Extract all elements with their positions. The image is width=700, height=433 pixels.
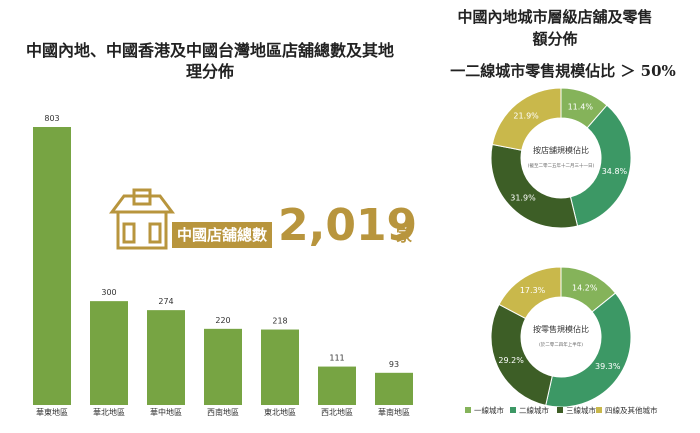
bar: [375, 372, 413, 405]
bar: [318, 366, 356, 405]
data-label: 29.2%: [498, 356, 524, 365]
legend-swatch: [596, 407, 602, 413]
header-title: 中國內地城市層級店舖及零售額分佈: [457, 8, 653, 48]
donut-segment: [491, 87, 562, 151]
legend-swatch: [510, 407, 516, 413]
data-label: 39.3%: [595, 362, 621, 371]
x-tick-label: 華東地區: [36, 407, 68, 417]
bar: [33, 127, 71, 405]
donut-center-note: (截至二零二五年十二月三十一日): [528, 162, 595, 169]
legend-label: 一線城市: [474, 405, 504, 415]
x-tick-label: 西南地區: [207, 407, 239, 417]
data-label: 11.4%: [568, 102, 594, 111]
legend-label: 四線及其他城市: [605, 405, 658, 415]
x-tick-label: 華中地區: [150, 407, 182, 417]
data-label: 21.9%: [513, 112, 539, 121]
data-label: 300: [101, 288, 116, 297]
x-tick-label: 東北地區: [264, 407, 296, 417]
donut-center-note: (於二零二四年上半年): [539, 341, 583, 348]
data-label: 274: [158, 297, 173, 306]
donut-segment: [545, 292, 632, 408]
total-label: 中國店舖總數: [172, 222, 272, 248]
legend-swatch: [557, 407, 563, 413]
bar-title: 中國內地、中國香港及中國台灣地區店舖總數及其地理分佈: [25, 41, 394, 81]
data-label: 17.3%: [520, 286, 546, 295]
donut-segment: [569, 104, 632, 227]
total-unit: 家: [396, 226, 413, 245]
bar: [204, 328, 242, 405]
donut-segment: [490, 143, 579, 229]
data-label: 31.9%: [510, 194, 536, 203]
bar: [261, 329, 299, 405]
header-subtitle: 一二線城市零售規模佔比 ＞ 50%: [450, 62, 676, 80]
legend-swatch: [465, 407, 471, 413]
legend-label: 二線城市: [519, 405, 549, 415]
x-tick-label: 華南地區: [378, 407, 410, 417]
donut-center-title: 按零售規模佔比: [533, 324, 589, 334]
data-label: 220: [215, 316, 230, 325]
donut-segment: [498, 266, 562, 320]
donut-center-title: 按店舖規模佔比: [533, 145, 589, 155]
donut-segment: [490, 303, 553, 406]
data-label: 218: [272, 317, 287, 326]
bar: [147, 310, 185, 405]
x-tick-label: 西北地區: [321, 407, 353, 417]
data-label: 14.2%: [572, 283, 598, 292]
data-label: 803: [44, 114, 59, 123]
data-label: 34.8%: [602, 167, 628, 176]
legend-label: 三線城市: [566, 405, 596, 415]
data-label: 93: [389, 360, 399, 369]
store-icon: [109, 188, 175, 250]
data-label: 111: [329, 354, 344, 363]
bar: [90, 301, 128, 405]
total-value: 2,019: [278, 200, 418, 251]
x-tick-label: 華北地區: [93, 407, 125, 417]
